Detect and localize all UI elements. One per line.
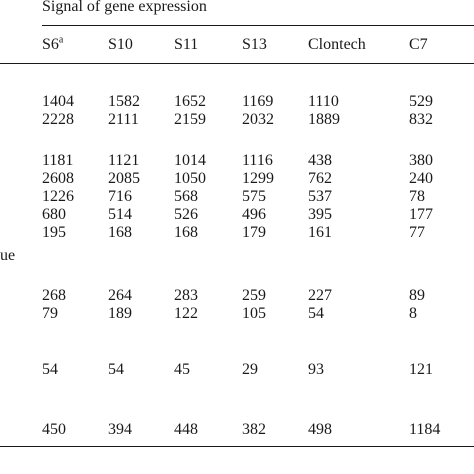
table-cell: 529 (409, 93, 433, 110)
table-cell: 179 (242, 224, 266, 241)
column-header-s6: S6a (42, 34, 64, 53)
table-cell: 283 (174, 287, 198, 304)
table-cell: 1404 (42, 93, 74, 110)
table-cell: 2228 (42, 111, 74, 128)
column-header-c7: C7 (409, 36, 428, 53)
table-cell: 2111 (108, 111, 139, 128)
table-cell: 450 (42, 421, 66, 438)
table-cell: 89 (409, 287, 425, 304)
table-cell: 1121 (108, 152, 140, 169)
table-cell: 78 (409, 188, 425, 205)
table-cell: 448 (174, 421, 198, 438)
table-cell: 382 (242, 421, 266, 438)
table-cell: 2085 (108, 170, 140, 187)
table-cell: 575 (242, 188, 266, 205)
table-cell: 496 (242, 206, 266, 223)
table-cell: 526 (174, 206, 198, 223)
table-cell: 1014 (174, 152, 206, 169)
table-cell: 93 (308, 361, 324, 378)
table-cell: 268 (42, 287, 66, 304)
table-cell: 54 (42, 361, 58, 378)
table-cell: 195 (42, 224, 66, 241)
table-cell: 54 (308, 305, 324, 322)
table-cell: 1582 (108, 93, 140, 110)
table-cell: 2159 (174, 111, 206, 128)
table-cell: 1110 (308, 93, 339, 110)
table-cell: 122 (174, 305, 198, 322)
footnote-marker: a (58, 34, 64, 46)
table-cell: 514 (108, 206, 132, 223)
table-cell: 716 (108, 188, 132, 205)
table-cell: 1116 (242, 152, 273, 169)
table-cell: 259 (242, 287, 266, 304)
table-cell: 177 (409, 206, 433, 223)
table-cell: 168 (174, 224, 198, 241)
table-cell: 832 (409, 111, 433, 128)
table-cell: 680 (42, 206, 66, 223)
table-cell: 240 (409, 170, 433, 187)
table-cell: 168 (108, 224, 132, 241)
table-cell: 1226 (42, 188, 74, 205)
column-header-s10: S10 (108, 36, 133, 53)
table-cell: 1181 (42, 152, 74, 169)
table-cell: 380 (409, 152, 433, 169)
table-cell: 264 (108, 287, 132, 304)
row-stub-label: ue (0, 247, 16, 264)
table-cell: 1169 (242, 93, 274, 110)
table-cell: 79 (42, 305, 58, 322)
table-cell: 498 (308, 421, 332, 438)
table-cell: 29 (242, 361, 258, 378)
table-cell: 227 (308, 287, 332, 304)
table-cell: 45 (174, 361, 190, 378)
column-header-clontech: Clontech (308, 36, 366, 53)
table-cell: 121 (409, 361, 433, 378)
table-cell: 762 (308, 170, 332, 187)
table-cell: 394 (108, 421, 132, 438)
table-cell: 1889 (308, 111, 340, 128)
table-cell: 537 (308, 188, 332, 205)
table-cell: 1299 (242, 170, 274, 187)
table-cell: 77 (409, 224, 425, 241)
table-cell: 1050 (174, 170, 206, 187)
table-cell: 161 (308, 224, 332, 241)
table-cell: 395 (308, 206, 332, 223)
table-title: Signal of gene expression (42, 0, 207, 15)
table-cell: 8 (409, 305, 417, 322)
bottom-rule (0, 446, 474, 447)
table-cell: 2032 (242, 111, 274, 128)
table-cell: 1184 (409, 421, 441, 438)
table-cell: 189 (108, 305, 132, 322)
table-cell: 438 (308, 152, 332, 169)
title-rule (42, 25, 474, 26)
column-header-s11: S11 (174, 36, 199, 53)
table-cell: 2608 (42, 170, 74, 187)
header-rule (0, 63, 474, 64)
table-cell: 568 (174, 188, 198, 205)
table-cell: 1652 (174, 93, 206, 110)
column-header-s13: S13 (242, 36, 267, 53)
table-cell: 105 (242, 305, 266, 322)
table-cell: 54 (108, 361, 124, 378)
